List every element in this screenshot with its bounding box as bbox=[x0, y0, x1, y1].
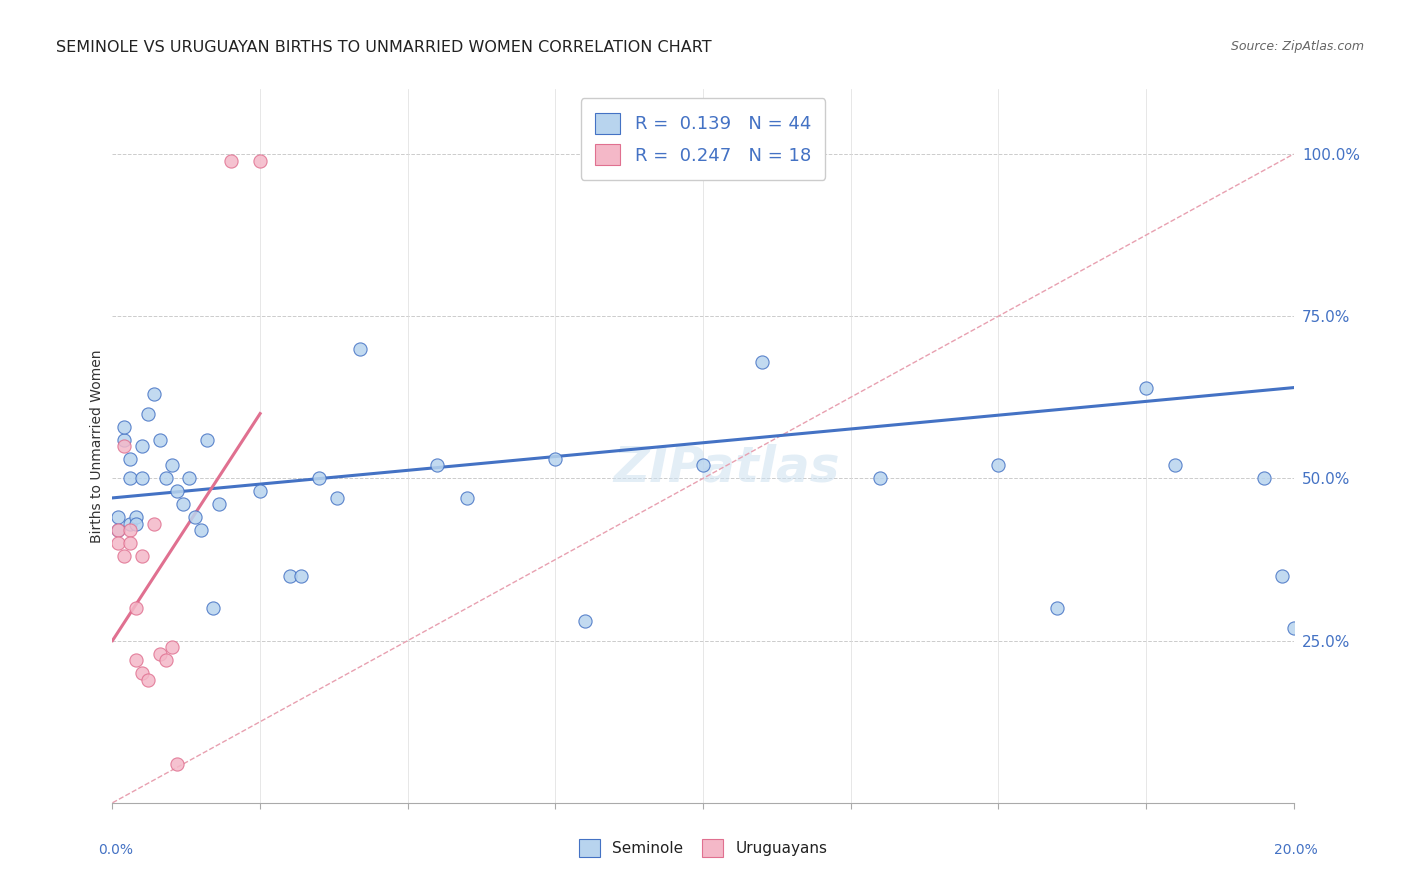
Point bbox=[1282, 621, 1305, 635]
Point bbox=[125, 516, 148, 531]
Point bbox=[136, 407, 159, 421]
Point bbox=[201, 601, 224, 615]
Point bbox=[987, 458, 1010, 473]
Point bbox=[190, 524, 212, 538]
Point bbox=[249, 153, 271, 168]
Point bbox=[131, 549, 153, 564]
Point bbox=[195, 433, 218, 447]
Point bbox=[349, 342, 371, 356]
Point bbox=[125, 510, 148, 524]
Point bbox=[112, 433, 135, 447]
Legend: Seminole, Uruguayans: Seminole, Uruguayans bbox=[572, 833, 834, 863]
Point bbox=[574, 614, 596, 628]
Point bbox=[278, 568, 301, 582]
Point bbox=[166, 484, 188, 499]
Point bbox=[1253, 471, 1275, 485]
Point bbox=[142, 387, 165, 401]
Point bbox=[308, 471, 330, 485]
Point bbox=[869, 471, 891, 485]
Point bbox=[692, 458, 714, 473]
Point bbox=[544, 452, 567, 467]
Point bbox=[1271, 568, 1294, 582]
Point bbox=[131, 666, 153, 681]
Point bbox=[120, 452, 142, 467]
Point bbox=[120, 536, 142, 550]
Point bbox=[172, 497, 194, 511]
Point bbox=[290, 568, 312, 582]
Point bbox=[149, 647, 172, 661]
Text: Source: ZipAtlas.com: Source: ZipAtlas.com bbox=[1230, 40, 1364, 54]
Point bbox=[136, 673, 159, 687]
Y-axis label: Births to Unmarried Women: Births to Unmarried Women bbox=[90, 350, 104, 542]
Point bbox=[107, 524, 129, 538]
Point bbox=[107, 524, 129, 538]
Point bbox=[107, 510, 129, 524]
Point bbox=[112, 419, 135, 434]
Point bbox=[155, 653, 177, 667]
Point bbox=[1135, 381, 1157, 395]
Point bbox=[160, 458, 183, 473]
Point bbox=[107, 536, 129, 550]
Point bbox=[125, 653, 148, 667]
Point bbox=[208, 497, 231, 511]
Text: ZIPatlas: ZIPatlas bbox=[613, 443, 839, 491]
Point bbox=[120, 516, 142, 531]
Point bbox=[112, 549, 135, 564]
Point bbox=[131, 439, 153, 453]
Text: 20.0%: 20.0% bbox=[1274, 843, 1319, 857]
Point bbox=[120, 471, 142, 485]
Point bbox=[751, 354, 773, 368]
Point bbox=[456, 491, 478, 505]
Text: 0.0%: 0.0% bbox=[98, 843, 132, 857]
Point bbox=[1046, 601, 1069, 615]
Point bbox=[179, 471, 201, 485]
Point bbox=[166, 756, 188, 771]
Point bbox=[120, 524, 142, 538]
Point bbox=[219, 153, 242, 168]
Point bbox=[112, 439, 135, 453]
Point bbox=[1164, 458, 1187, 473]
Point bbox=[184, 510, 207, 524]
Point bbox=[326, 491, 349, 505]
Point bbox=[426, 458, 449, 473]
Text: SEMINOLE VS URUGUAYAN BIRTHS TO UNMARRIED WOMEN CORRELATION CHART: SEMINOLE VS URUGUAYAN BIRTHS TO UNMARRIE… bbox=[56, 40, 711, 55]
Point bbox=[249, 484, 271, 499]
Point bbox=[160, 640, 183, 654]
Point bbox=[155, 471, 177, 485]
Point bbox=[125, 601, 148, 615]
Point bbox=[149, 433, 172, 447]
Point bbox=[142, 516, 165, 531]
Point bbox=[131, 471, 153, 485]
